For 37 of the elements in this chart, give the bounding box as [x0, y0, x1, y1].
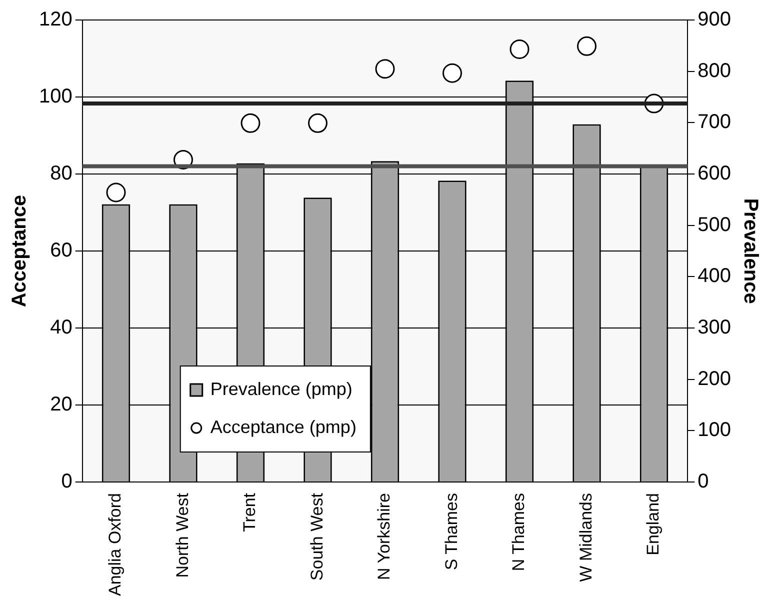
y2-tick-label: 900: [698, 8, 732, 31]
y-tick-label: 120: [38, 8, 72, 31]
x-tick-label: Trent: [240, 492, 260, 532]
x-tick-label: S Thames: [442, 493, 461, 570]
y2-axis-title: Prevalence: [739, 198, 762, 304]
point: [510, 40, 530, 60]
x-tick-label: W Midlands: [576, 493, 596, 582]
point: [240, 113, 260, 133]
y-axis-title: Acceptance: [8, 194, 31, 308]
y2-tick-label: 0: [698, 470, 709, 493]
y2-tick-label: 500: [698, 214, 732, 236]
y-tick-label: 100: [38, 86, 72, 108]
legend-label: Prevalence (pmp): [210, 378, 352, 399]
y2-tick-label: 800: [698, 60, 732, 82]
y2-tick-label: 100: [698, 419, 732, 442]
point: [106, 182, 126, 202]
legend-label: Acceptance (pmp): [210, 416, 356, 437]
y-tick-label: 0: [61, 470, 72, 493]
x-tick-label: South West: [307, 492, 326, 581]
point: [442, 63, 462, 83]
y-tick-label: 60: [50, 240, 72, 262]
y2-tick-label: 200: [698, 368, 732, 390]
y-tick-label: 40: [50, 316, 72, 339]
y-tick-label: 20: [50, 394, 72, 416]
point: [308, 113, 328, 133]
x-tick-label: North West: [172, 492, 192, 578]
y2-tick-label: 300: [698, 316, 732, 339]
point: [577, 36, 597, 56]
x-tick-label: N Thames: [509, 493, 528, 572]
y2-tick-label: 600: [698, 162, 732, 185]
x-tick-label: Anglia Oxford: [106, 493, 125, 596]
x-tick-label: England: [644, 493, 663, 556]
point: [375, 59, 395, 79]
y2-tick-label: 400: [698, 265, 732, 288]
x-tick-label: N Yorkshire: [374, 493, 394, 580]
y2-tick-label: 700: [698, 111, 732, 134]
y-tick-label: 80: [50, 162, 72, 185]
